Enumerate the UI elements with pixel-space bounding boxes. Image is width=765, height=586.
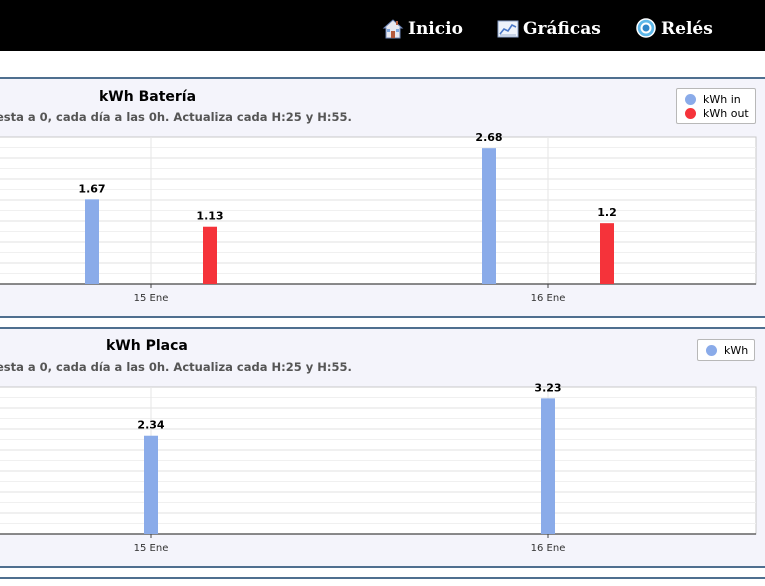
panel-title: kWh Placa bbox=[106, 338, 188, 354]
bar-kwh-out-0 bbox=[203, 226, 217, 284]
bar-kwh-out-1 bbox=[600, 223, 614, 284]
panel-subtitle: esta a 0, cada día a las 0h. Actualiza c… bbox=[0, 110, 352, 124]
nav-graficas[interactable]: Gráficas bbox=[497, 14, 601, 44]
bar-chart-bateria: 1.67 2.68 1.13 1.2 15 Ene 16 Ene bbox=[0, 133, 757, 304]
relay-icon bbox=[636, 18, 656, 38]
legend-label: kWh bbox=[724, 343, 749, 357]
chart-panel-bateria: kWh Batería esta a 0, cada día a las 0h.… bbox=[0, 77, 765, 318]
chart-icon bbox=[497, 20, 519, 38]
bar-chart-placa: 2.34 3.23 15 Ene 16 Ene bbox=[0, 383, 757, 554]
data-label: 1.13 bbox=[196, 210, 223, 223]
nav-reles-label: Relés bbox=[661, 19, 713, 39]
legend-item-kwh[interactable]: kWh bbox=[706, 343, 748, 357]
x-tick-label: 16 Ene bbox=[531, 293, 566, 304]
x-tick-label: 15 Ene bbox=[134, 293, 169, 304]
chart-legend[interactable]: kWh bbox=[697, 339, 756, 361]
legend-label: kWh out bbox=[703, 106, 749, 120]
legend-label: kWh in bbox=[703, 92, 741, 106]
nav-inicio-label: Inicio bbox=[408, 19, 463, 39]
bar-kwh-1 bbox=[541, 398, 555, 534]
bar-kwh-in-0 bbox=[85, 199, 99, 284]
nav-inicio[interactable]: Inicio bbox=[382, 14, 463, 44]
bar-kwh-in-1 bbox=[482, 148, 496, 284]
next-panel-border bbox=[0, 577, 765, 579]
x-tick-label: 16 Ene bbox=[531, 543, 566, 554]
data-label: 2.34 bbox=[137, 419, 164, 432]
panel-title: kWh Batería bbox=[99, 89, 197, 105]
legend-item-kwh-in[interactable]: kWh in bbox=[685, 92, 749, 106]
x-tick-label: 15 Ene bbox=[134, 543, 169, 554]
bar-kwh-0 bbox=[144, 435, 158, 534]
legend-item-kwh-out[interactable]: kWh out bbox=[685, 106, 749, 120]
data-label: 3.23 bbox=[534, 383, 561, 394]
data-label: 1.67 bbox=[78, 182, 105, 195]
chart-legend[interactable]: kWh in kWh out bbox=[676, 88, 756, 124]
data-label: 1.2 bbox=[597, 206, 617, 219]
nav-reles[interactable]: Relés bbox=[635, 14, 713, 44]
legend-swatch bbox=[685, 93, 696, 105]
legend-swatch bbox=[706, 344, 717, 356]
home-icon bbox=[382, 19, 404, 39]
top-navigation-bar: Inicio Gráficas Relés bbox=[0, 0, 765, 51]
nav-graficas-label: Gráficas bbox=[523, 19, 601, 39]
legend-swatch bbox=[685, 107, 696, 119]
chart-panel-placa: kWh Placa esta a 0, cada día a las 0h. A… bbox=[0, 327, 765, 568]
panel-subtitle: esta a 0, cada día a las 0h. Actualiza c… bbox=[0, 360, 352, 374]
data-label: 2.68 bbox=[475, 133, 502, 144]
